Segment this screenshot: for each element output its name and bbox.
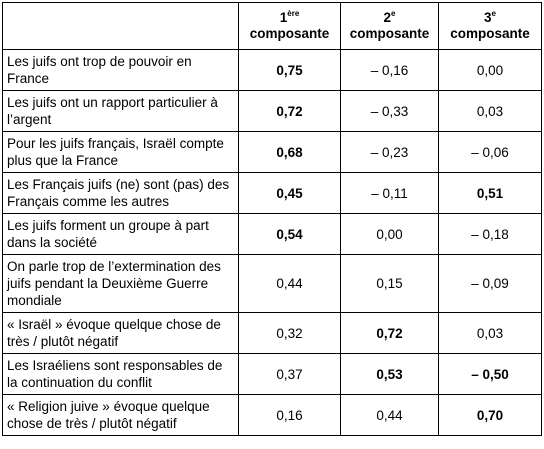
header-number: 1 (279, 10, 288, 25)
row-label: Les juifs ont trop de pouvoir en France (2, 49, 239, 91)
table-row: « Israël » évoque quelque chose de très … (2, 312, 542, 354)
value-cell: 0,68 (238, 131, 341, 173)
header-superscript: e (391, 9, 396, 18)
value-cell: – 0,06 (438, 131, 542, 173)
value-cell: 0,00 (438, 49, 542, 91)
value-cell: – 0,50 (438, 353, 542, 395)
header-number: 2 (383, 10, 392, 25)
value-cell: – 0,09 (438, 254, 542, 313)
header-word: composante (450, 26, 530, 41)
row-label: Pour les juifs français, Israël compte p… (2, 131, 239, 173)
header-superscript: ère (287, 9, 300, 18)
table-row: Les juifs ont trop de pouvoir en France 0… (2, 49, 542, 91)
value-cell: – 0,16 (340, 49, 439, 91)
header-number: 3 (484, 10, 492, 25)
value-cell: 0,54 (238, 213, 341, 255)
table-row: Les juifs ont un rapport particulier à l… (2, 90, 542, 132)
header-cell: 1ère composante (238, 2, 341, 50)
table: 1ère composante 2e composante 3e composante L… (2, 2, 542, 436)
value-cell: 0,44 (238, 254, 341, 313)
row-label: « Israël » évoque quelque chose de très … (2, 312, 239, 354)
row-label: « Religion juive » évoque quelque chose … (2, 394, 239, 436)
table-body: Les juifs ont trop de pouvoir en France 0… (2, 49, 542, 436)
value-cell: 0,03 (438, 312, 542, 354)
header-word: composante (349, 26, 430, 41)
value-cell: 0,72 (238, 90, 341, 132)
header-cell: 3e composante (438, 2, 542, 50)
table-row: « Religion juive » évoque quelque chose … (2, 394, 542, 436)
value-cell: 0,51 (438, 172, 542, 214)
value-cell: 0,70 (438, 394, 542, 436)
value-cell: 0,32 (238, 312, 341, 354)
value-cell: 0,03 (438, 90, 542, 132)
table-row: Les Israéliens sont responsables de la c… (2, 353, 542, 395)
row-label: Les Français juifs (ne) sont (pas) des F… (2, 172, 239, 214)
row-label: Les Israéliens sont responsables de la c… (2, 353, 239, 395)
row-label: On parle trop de l’extermination des jui… (2, 254, 239, 313)
table-row: Pour les juifs français, Israël compte p… (2, 131, 542, 173)
value-cell: 0,00 (340, 213, 439, 255)
header-superscript: e (491, 9, 496, 18)
value-cell: 0,16 (238, 394, 341, 436)
value-cell: – 0,18 (438, 213, 542, 255)
table-row: On parle trop de l’extermination des jui… (2, 254, 542, 313)
value-cell: – 0,33 (340, 90, 439, 132)
header-row: 1ère composante 2e composante 3e composante (2, 2, 542, 50)
row-label: Les juifs ont un rapport particulier à l… (2, 90, 239, 132)
value-cell: 0,44 (340, 394, 439, 436)
header-word: composante (249, 26, 330, 41)
header-cell: 2e composante (340, 2, 439, 50)
value-cell: 0,37 (238, 353, 341, 395)
value-cell: 0,15 (340, 254, 439, 313)
value-cell: – 0,11 (340, 172, 439, 214)
row-label: Les juifs forment un groupe à part dans … (2, 213, 239, 255)
value-cell: 0,45 (238, 172, 341, 214)
value-cell: 0,72 (340, 312, 439, 354)
value-cell: – 0,23 (340, 131, 439, 173)
table-row: Les juifs forment un groupe à part dans … (2, 213, 542, 255)
table-row: Les Français juifs (ne) sont (pas) des F… (2, 172, 542, 214)
corner-cell (2, 2, 239, 50)
value-cell: 0,75 (238, 49, 341, 91)
value-cell: 0,53 (340, 353, 439, 395)
